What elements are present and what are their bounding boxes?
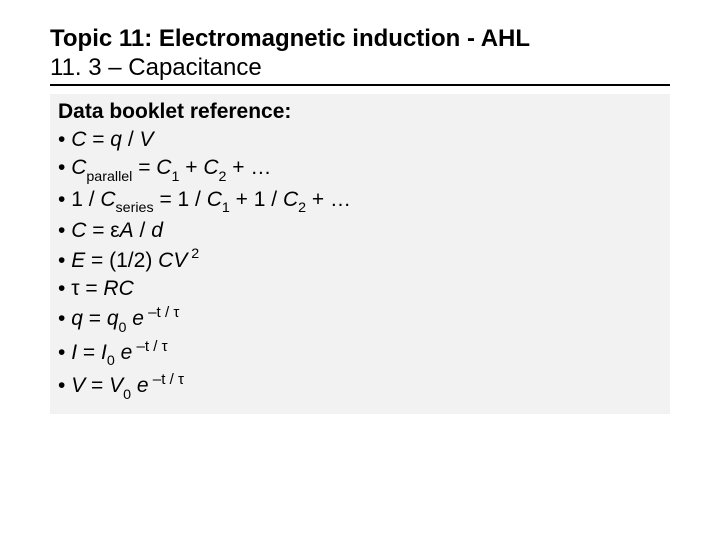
bullet-line: • V = V0 e –t / τ [58,370,662,403]
bullet-line: • E = (1/2) CV 2 [58,246,662,275]
content-box: Data booklet reference: • C = q / V• Cpa… [50,94,670,414]
bullet-line: • I = I0 e –t / τ [58,337,662,370]
slide-subtitle: 11. 3 – Capacitance [50,54,670,86]
bullet-line: • 1 / Cseries = 1 / C1 + 1 / C2 + … [58,186,662,217]
bullet-line: • τ = RC [58,275,662,303]
bullet-line: • C = q / V [58,126,662,154]
bullet-line: • Cparallel = C1 + C2 + … [58,154,662,185]
section-heading: Data booklet reference: [58,100,662,124]
bullet-line: • q = q0 e –t / τ [58,303,662,336]
slide: Topic 11: Electromagnetic induction - AH… [0,0,720,540]
bullet-line: • C = εA / d [58,217,662,245]
slide-title: Topic 11: Electromagnetic induction - AH… [50,24,670,54]
bullet-list: • C = q / V• Cparallel = C1 + C2 + …• 1 … [58,126,662,404]
